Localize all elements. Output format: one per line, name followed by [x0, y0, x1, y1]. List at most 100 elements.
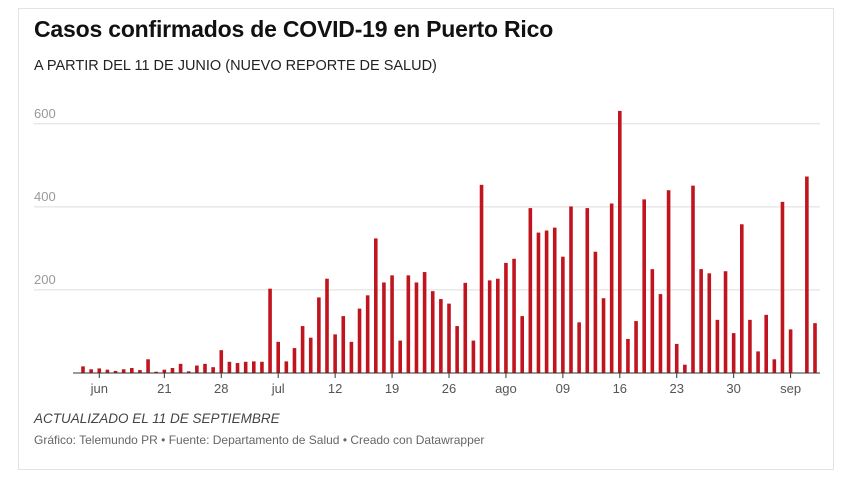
bar	[544, 230, 549, 373]
bar	[422, 272, 427, 373]
bar	[471, 340, 476, 373]
bar	[772, 359, 777, 373]
bar	[552, 227, 557, 373]
bar	[211, 367, 215, 373]
bar	[341, 316, 346, 373]
x-tick-label: 19	[385, 381, 399, 396]
bar	[585, 208, 590, 373]
bar	[365, 295, 370, 373]
bar	[455, 326, 459, 373]
bar	[430, 291, 435, 373]
x-tick-label: 28	[214, 381, 228, 396]
bar	[121, 369, 126, 373]
x-tick-label: sep	[780, 381, 801, 396]
bar	[748, 319, 752, 373]
bar	[683, 364, 687, 373]
bar	[780, 201, 785, 373]
bar	[536, 232, 541, 373]
chart-card	[18, 8, 834, 470]
bar	[178, 363, 183, 373]
bar	[325, 278, 329, 373]
x-tick-label: 16	[613, 381, 627, 396]
bar	[642, 199, 646, 373]
bar	[203, 363, 207, 373]
bar	[764, 314, 768, 373]
bar	[715, 319, 720, 373]
bar	[317, 297, 321, 373]
bar	[284, 361, 289, 373]
bar	[813, 323, 817, 373]
bar	[186, 371, 191, 373]
x-tick-label: ago	[495, 381, 517, 396]
x-tick-label: 21	[157, 381, 171, 396]
bar	[520, 316, 524, 373]
bar	[731, 333, 736, 373]
bar	[113, 370, 118, 373]
bar	[219, 350, 224, 373]
bar	[528, 208, 533, 373]
bars	[81, 110, 817, 373]
bar	[300, 326, 305, 373]
bar	[626, 338, 630, 373]
y-tick-label: 200	[34, 272, 56, 287]
bar	[382, 282, 386, 373]
bar	[463, 282, 468, 373]
x-tick-label: 12	[328, 381, 342, 396]
bar	[146, 359, 150, 373]
bar	[439, 299, 443, 373]
bar	[723, 271, 728, 373]
x-axis-ticks: jun 21 28 jul 12 19 26 ago 09 16 23 30 sep	[90, 373, 801, 396]
bar	[195, 365, 199, 373]
bar	[89, 369, 93, 373]
bar	[162, 369, 167, 373]
chart-subtitle: A PARTIR DEL 11 DE JUNIO (NUEVO REPORTE …	[34, 58, 437, 74]
bar	[357, 308, 362, 373]
bar	[252, 361, 256, 373]
bar	[666, 190, 671, 373]
bar	[650, 269, 655, 373]
bar	[154, 371, 158, 373]
bar	[227, 361, 232, 373]
bar	[634, 321, 638, 373]
bar	[276, 341, 280, 373]
bar	[593, 251, 598, 373]
bar	[170, 368, 175, 373]
bar	[414, 282, 419, 373]
bar	[504, 262, 508, 373]
bar	[618, 110, 622, 373]
bar	[130, 368, 134, 373]
bar	[243, 361, 248, 373]
source-credit: Gráfico: Telemundo PR • Fuente: Departam…	[34, 433, 485, 447]
chart-title: Casos confirmados de COVID-19 en Puerto …	[34, 16, 554, 42]
y-gridlines	[34, 123, 820, 291]
bar	[81, 366, 85, 373]
bar	[308, 337, 313, 373]
bar	[699, 269, 703, 373]
bar	[268, 288, 272, 373]
bar	[512, 258, 516, 373]
x-tick-label: 09	[556, 381, 570, 396]
bar	[788, 329, 793, 373]
y-tick-label: 600	[34, 106, 56, 121]
y-tick-label: 400	[34, 189, 56, 204]
bar	[577, 322, 581, 373]
bar	[601, 298, 606, 373]
bar	[487, 280, 492, 373]
bar	[569, 206, 573, 373]
x-tick-label: 23	[669, 381, 683, 396]
updated-note: ACTUALIZADO EL 11 DE SEPTIEMBRE	[34, 411, 280, 426]
bar	[235, 363, 240, 373]
y-axis-labels: 200 400 600	[34, 106, 56, 287]
bar	[260, 361, 264, 373]
bar	[349, 341, 354, 373]
bar	[292, 348, 297, 373]
bar	[496, 278, 500, 373]
bar	[740, 224, 744, 373]
bar	[447, 303, 451, 373]
bar	[390, 275, 394, 373]
bar	[138, 370, 142, 373]
x-tick-label: jun	[90, 381, 108, 396]
bar	[658, 294, 663, 373]
bar	[333, 334, 337, 373]
